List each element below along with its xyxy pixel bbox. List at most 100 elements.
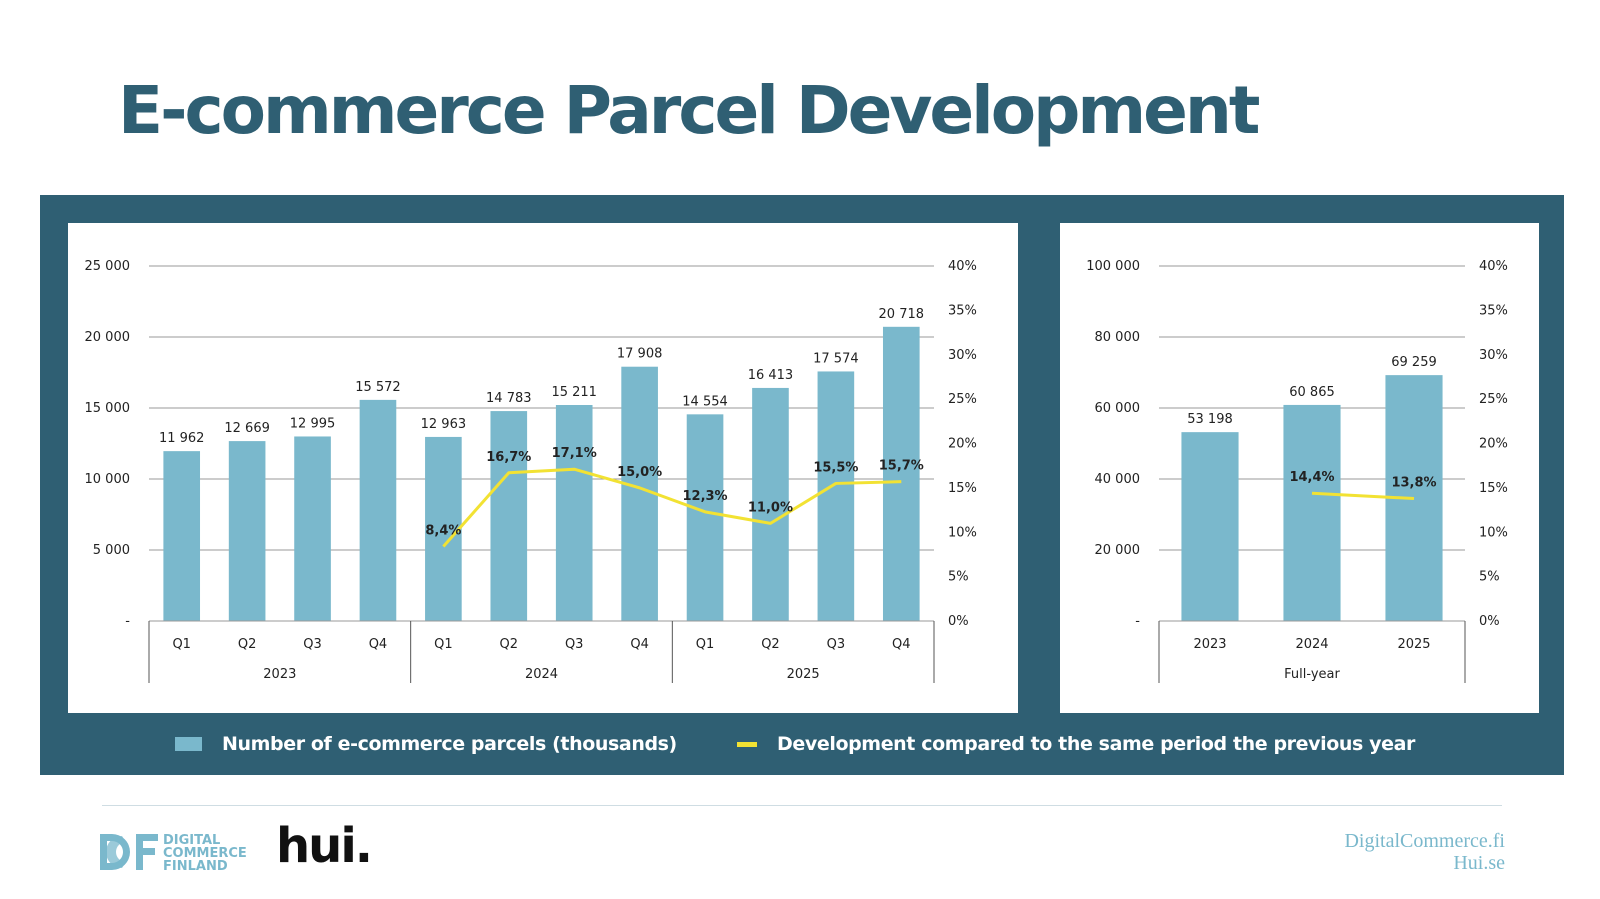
y-right-tick-label: 0% <box>948 614 969 629</box>
bar <box>490 411 528 621</box>
x-category-label: Q4 <box>892 637 911 652</box>
dcf-logo-text: DIGITAL COMMERCE FINLAND <box>163 834 247 873</box>
y-right-tick-label: 10% <box>1479 525 1508 540</box>
hui-logo: hui. <box>276 818 373 874</box>
y-right-tick-label: 5% <box>948 570 969 585</box>
bar <box>817 371 855 621</box>
growth-line <box>442 467 902 548</box>
dcf-logo-line: FINLAND <box>163 859 228 874</box>
bar <box>163 451 201 621</box>
bar <box>425 436 462 621</box>
y-left-tick-label: 15 000 <box>85 401 131 416</box>
x-group-label: 2025 <box>787 667 820 682</box>
y-right-tick-label: 15% <box>948 481 977 496</box>
bar-value-label: 16 413 <box>748 368 794 383</box>
bar <box>294 436 331 621</box>
bar <box>686 414 724 621</box>
quarterly-chart: - 5 000 10 000 15 000 20 000 25 000 0% 5% 10% 15%… <box>85 259 977 683</box>
y-right-tick-label: 20% <box>1479 437 1508 452</box>
growth-value-label: 12,3% <box>682 489 727 504</box>
growth-value-label: 15,5% <box>813 460 858 475</box>
bar-value-label: 14 783 <box>486 391 531 406</box>
y-right-tick-label: 15% <box>1479 481 1508 496</box>
x-category-label: Q2 <box>238 637 257 652</box>
bar <box>752 387 789 621</box>
growth-value-label: 15,0% <box>617 465 662 480</box>
x-group-label: Full-year <box>1284 667 1340 682</box>
x-category-label: Q2 <box>761 637 780 652</box>
legend-item-development: Development compared to the same period … <box>737 733 1415 755</box>
y-right-tick-label: 35% <box>948 303 977 318</box>
bar <box>359 399 397 621</box>
chart-panel: - 5 000 10 000 15 000 20 000 25 000 0% 5% 10% 15%… <box>40 195 1564 775</box>
page-title: E-commerce Parcel Development <box>118 72 1260 149</box>
x-category-label: Q2 <box>500 637 519 652</box>
y-left-tick-label: 25 000 <box>85 259 131 274</box>
footer-divider <box>102 805 1502 806</box>
bar <box>228 441 266 621</box>
legend-swatch-bar <box>175 737 202 751</box>
y-left-tick-label: 100 000 <box>1086 259 1140 274</box>
legend-swatch-line <box>737 741 757 747</box>
bar <box>1181 432 1239 621</box>
growth-value-label: 17,1% <box>552 446 597 461</box>
bar-value-label: 17 574 <box>813 351 859 366</box>
full-year-chart: - 20 000 40 000 60 000 80 000 100 000 0% 5% 10% 1… <box>1086 259 1508 683</box>
legend-item-parcels: Number of e-commerce parcels (thousands) <box>175 733 677 755</box>
bar-value-label: 14 554 <box>682 394 728 409</box>
bar-value-label: 12 669 <box>224 421 270 436</box>
full-year-chart-card: - 20 000 40 000 60 000 80 000 100 000 0% 5% 10% 1… <box>1060 223 1539 713</box>
y-left-tick-label: - <box>125 614 130 629</box>
growth-value-label: 14,4% <box>1289 470 1334 485</box>
y-left-tick-label: 60 000 <box>1095 401 1141 416</box>
x-category-label: Q3 <box>565 637 584 652</box>
bar-value-label: 53 198 <box>1187 412 1233 427</box>
growth-value-label: 13,8% <box>1391 476 1436 491</box>
x-category-label: 2024 <box>1295 637 1328 652</box>
y-left-tick-label: 40 000 <box>1095 472 1141 487</box>
dcf-logo-icon <box>100 834 158 870</box>
quarterly-chart-card: - 5 000 10 000 15 000 20 000 25 000 0% 5% 10% 15%… <box>68 223 1018 713</box>
bar <box>1283 404 1341 621</box>
growth-value-label: 8,4% <box>425 523 461 538</box>
growth-value-label: 15,7% <box>879 459 924 474</box>
bar-value-label: 17 908 <box>617 347 663 362</box>
growth-line <box>1311 491 1415 501</box>
x-group-label: 2024 <box>525 667 558 682</box>
x-category-label: Q1 <box>172 637 191 652</box>
y-left-tick-label: 20 000 <box>1095 543 1141 558</box>
site-link-hui[interactable]: Hui.se <box>1453 852 1505 874</box>
bar-value-label: 15 572 <box>355 380 401 395</box>
bar <box>882 326 920 621</box>
x-category-label: Q4 <box>369 637 388 652</box>
bar <box>555 405 593 621</box>
y-right-tick-label: 25% <box>948 392 977 407</box>
footer-sites: DigitalCommerce.fi Hui.se <box>1344 830 1505 874</box>
dcf-logo-line: DIGITAL <box>163 833 221 848</box>
y-left-tick-label: - <box>1135 614 1140 629</box>
bar-value-label: 20 718 <box>879 307 925 322</box>
legend: Number of e-commerce parcels (thousands)… <box>40 713 1564 775</box>
y-right-tick-label: 30% <box>1479 348 1508 363</box>
y-right-tick-label: 35% <box>1479 303 1508 318</box>
x-category-label: Q1 <box>696 637 715 652</box>
bar-value-label: 12 963 <box>421 417 467 432</box>
dcf-logo-line: COMMERCE <box>163 846 247 861</box>
y-left-tick-label: 10 000 <box>85 472 131 487</box>
bar-value-label: 69 259 <box>1391 355 1437 370</box>
x-category-label: 2025 <box>1397 637 1430 652</box>
site-link-digitalcommerce[interactable]: DigitalCommerce.fi <box>1344 830 1505 852</box>
y-right-tick-label: 40% <box>1479 259 1508 274</box>
y-left-tick-label: 5 000 <box>93 543 130 558</box>
y-left-tick-label: 20 000 <box>85 330 131 345</box>
growth-value-label: 16,7% <box>486 450 531 465</box>
x-category-label: Q3 <box>827 637 846 652</box>
y-right-tick-label: 10% <box>948 525 977 540</box>
growth-value-label: 11,0% <box>748 500 793 515</box>
bar-value-label: 12 995 <box>290 416 336 431</box>
bar-value-label: 11 962 <box>159 431 205 446</box>
y-right-tick-label: 5% <box>1479 570 1500 585</box>
y-right-tick-label: 40% <box>948 259 977 274</box>
y-right-tick-label: 0% <box>1479 614 1500 629</box>
legend-label-parcels: Number of e-commerce parcels (thousands) <box>222 733 677 755</box>
